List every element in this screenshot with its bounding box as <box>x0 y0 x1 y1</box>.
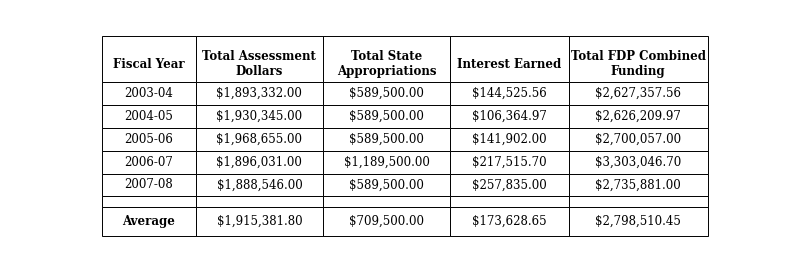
Bar <box>569 36 708 82</box>
Text: $589,500.00: $589,500.00 <box>349 87 424 100</box>
Bar <box>196 197 323 207</box>
Bar <box>196 174 323 197</box>
Bar <box>196 82 323 105</box>
Bar <box>569 151 708 174</box>
Bar <box>323 105 450 128</box>
Bar <box>323 151 450 174</box>
Bar <box>102 82 196 105</box>
Text: Interest Earned: Interest Earned <box>457 58 562 71</box>
Text: $1,968,655.00: $1,968,655.00 <box>216 133 303 146</box>
Bar <box>569 207 708 235</box>
Text: $144,525.56: $144,525.56 <box>472 87 547 100</box>
Bar <box>450 105 569 128</box>
Text: $106,364.97: $106,364.97 <box>472 110 547 123</box>
Bar <box>196 207 323 235</box>
Text: $589,500.00: $589,500.00 <box>349 178 424 191</box>
Text: $709,500.00: $709,500.00 <box>349 215 424 228</box>
Bar <box>450 128 569 151</box>
Text: 2004-05: 2004-05 <box>124 110 173 123</box>
Bar <box>323 207 450 235</box>
Text: $1,915,381.80: $1,915,381.80 <box>216 215 303 228</box>
Bar <box>450 197 569 207</box>
Text: 2005-06: 2005-06 <box>124 133 173 146</box>
Text: $1,189,500.00: $1,189,500.00 <box>344 156 430 168</box>
Text: Average: Average <box>122 215 175 228</box>
Text: $589,500.00: $589,500.00 <box>349 133 424 146</box>
Text: Total Assessment
Dollars: Total Assessment Dollars <box>202 50 316 78</box>
Text: $141,902.00: $141,902.00 <box>472 133 547 146</box>
Bar <box>569 174 708 197</box>
Bar <box>196 36 323 82</box>
Text: 2006-07: 2006-07 <box>124 156 173 168</box>
Text: $2,627,357.56: $2,627,357.56 <box>595 87 681 100</box>
Text: $1,930,345.00: $1,930,345.00 <box>216 110 303 123</box>
Bar <box>450 36 569 82</box>
Text: Fiscal Year: Fiscal Year <box>113 58 185 71</box>
Bar <box>102 197 196 207</box>
Text: 2007-08: 2007-08 <box>124 178 173 191</box>
Text: $257,835.00: $257,835.00 <box>472 178 547 191</box>
Bar <box>569 197 708 207</box>
Bar <box>450 174 569 197</box>
Text: $589,500.00: $589,500.00 <box>349 110 424 123</box>
Text: $3,303,046.70: $3,303,046.70 <box>595 156 681 168</box>
Bar <box>102 174 196 197</box>
Bar <box>102 151 196 174</box>
Text: Total FDP Combined
Funding: Total FDP Combined Funding <box>570 50 705 78</box>
Text: $2,735,881.00: $2,735,881.00 <box>596 178 681 191</box>
Bar <box>323 197 450 207</box>
Bar <box>323 36 450 82</box>
Bar <box>450 82 569 105</box>
Bar <box>569 105 708 128</box>
Text: $217,515.70: $217,515.70 <box>472 156 547 168</box>
Text: $1,896,031.00: $1,896,031.00 <box>216 156 303 168</box>
Bar <box>102 128 196 151</box>
Bar <box>102 105 196 128</box>
Bar <box>323 128 450 151</box>
Bar <box>569 128 708 151</box>
Bar <box>569 82 708 105</box>
Bar <box>196 151 323 174</box>
Bar <box>450 207 569 235</box>
Text: Total State
Appropriations: Total State Appropriations <box>337 50 436 78</box>
Bar <box>196 105 323 128</box>
Bar <box>196 128 323 151</box>
Bar <box>323 174 450 197</box>
Bar <box>323 82 450 105</box>
Text: $2,700,057.00: $2,700,057.00 <box>595 133 681 146</box>
Bar <box>102 36 196 82</box>
Text: $2,798,510.45: $2,798,510.45 <box>596 215 681 228</box>
Text: $173,628.65: $173,628.65 <box>472 215 547 228</box>
Text: $1,888,546.00: $1,888,546.00 <box>216 178 303 191</box>
Text: $2,626,209.97: $2,626,209.97 <box>596 110 681 123</box>
Bar <box>450 151 569 174</box>
Text: $1,893,332.00: $1,893,332.00 <box>216 87 303 100</box>
Text: 2003-04: 2003-04 <box>124 87 173 100</box>
Bar <box>102 207 196 235</box>
